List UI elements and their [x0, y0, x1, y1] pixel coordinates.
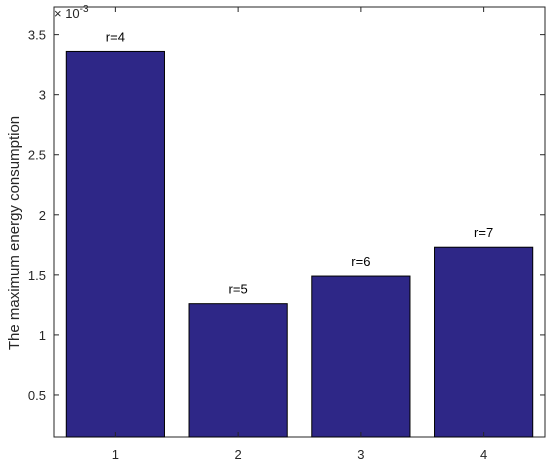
y-axis-multiplier-exponent: -3	[80, 4, 89, 15]
y-tick-label-5: 3	[39, 88, 46, 103]
axes-frame	[53, 6, 546, 438]
y-axis-multiplier: × 10-3	[54, 4, 89, 21]
y-tick-label-1: 1	[39, 328, 46, 343]
data-label-2: r=5	[229, 282, 248, 297]
data-labels: r=4 r=5 r=6 r=7	[106, 29, 493, 296]
bar-3	[311, 275, 411, 438]
x-axis-ticks: 1 2 3 4	[112, 7, 487, 462]
y-tick-label-0: 0.5	[28, 388, 46, 403]
bar-2	[188, 303, 288, 438]
y-tick-label-6: 3.5	[28, 28, 46, 43]
data-label-4: r=7	[474, 225, 493, 240]
data-label-1: r=4	[106, 29, 125, 44]
bar-4	[434, 246, 534, 438]
x-tick-label-4: 4	[480, 447, 487, 462]
y-tick-label-2: 1.5	[28, 268, 46, 283]
x-tick-label-1: 1	[112, 447, 119, 462]
y-tick-label-3: 2	[39, 208, 46, 223]
y-axis-multiplier-base: × 10	[54, 6, 80, 21]
plot-area	[53, 6, 546, 438]
y-axis-ticks: 0.5 1 1.5 2 2.5 3 3.5	[28, 28, 545, 403]
bars	[65, 50, 534, 438]
bar-1	[65, 50, 165, 438]
x-tick-label-3: 3	[357, 447, 364, 462]
y-axis-label: The maximum energy consumption	[6, 116, 23, 350]
data-label-3: r=6	[351, 254, 370, 269]
y-tick-label-4: 2.5	[28, 148, 46, 163]
x-tick-label-2: 2	[235, 447, 242, 462]
